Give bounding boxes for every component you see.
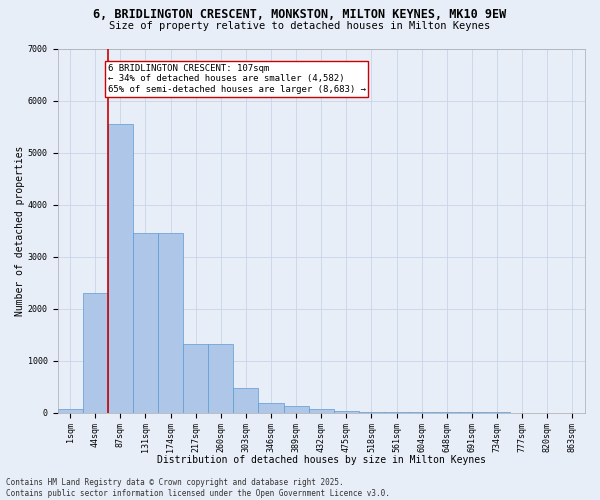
Bar <box>83 293 108 412</box>
Text: Contains HM Land Registry data © Crown copyright and database right 2025.
Contai: Contains HM Land Registry data © Crown c… <box>6 478 390 498</box>
Bar <box>308 408 334 412</box>
Bar <box>284 406 308 412</box>
Bar <box>133 233 158 412</box>
Bar <box>183 344 208 412</box>
Bar <box>58 408 83 412</box>
Bar <box>208 344 233 412</box>
Bar <box>259 404 284 412</box>
Text: Size of property relative to detached houses in Milton Keynes: Size of property relative to detached ho… <box>109 21 491 31</box>
Bar <box>108 124 133 412</box>
X-axis label: Distribution of detached houses by size in Milton Keynes: Distribution of detached houses by size … <box>157 455 486 465</box>
Bar <box>158 233 183 412</box>
Text: 6, BRIDLINGTON CRESCENT, MONKSTON, MILTON KEYNES, MK10 9EW: 6, BRIDLINGTON CRESCENT, MONKSTON, MILTO… <box>94 8 506 20</box>
Bar <box>233 388 259 412</box>
Y-axis label: Number of detached properties: Number of detached properties <box>15 146 25 316</box>
Text: 6 BRIDLINGTON CRESCENT: 107sqm
← 34% of detached houses are smaller (4,582)
65% : 6 BRIDLINGTON CRESCENT: 107sqm ← 34% of … <box>108 64 366 94</box>
Bar <box>334 411 359 412</box>
